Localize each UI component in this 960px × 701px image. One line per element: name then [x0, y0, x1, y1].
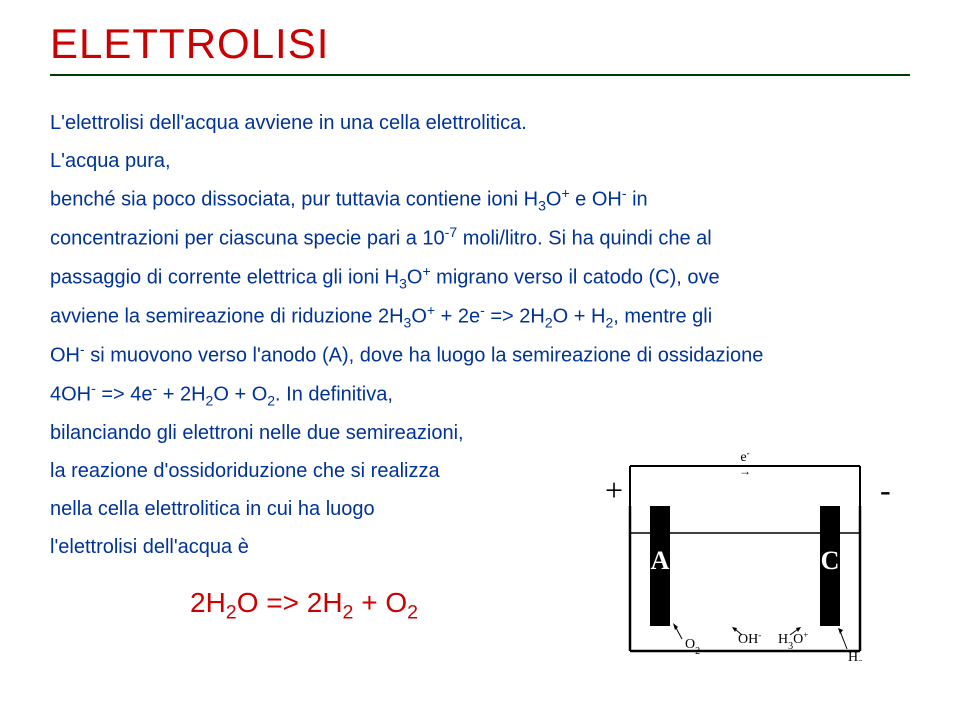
plus-terminal: +	[605, 472, 623, 508]
line-8: 4OH- => 4e- + 2H2O + O2. In definitiva,	[50, 375, 910, 414]
cathode-label: C	[821, 546, 840, 575]
o2-label: O2	[685, 637, 700, 657]
oh-label: OH-	[738, 630, 761, 647]
h2-label: H2	[848, 650, 863, 661]
line-7: OH- si muovono verso l'anodo (A), dove h…	[50, 336, 910, 375]
electrolysis-diagram: e- → + - A C O2 OH- H3O+ H2	[590, 451, 900, 661]
anode-label: A	[651, 546, 670, 575]
line-6: avviene la semireazione di riduzione 2H3…	[50, 297, 910, 336]
minus-terminal: -	[880, 472, 891, 508]
line-1: L'elettrolisi dell'acqua avviene in una …	[50, 104, 910, 142]
line-9: bilanciando gli elettroni nelle due semi…	[50, 414, 910, 452]
page-title: ELETTROLISI	[50, 20, 910, 68]
line-4: concentrazioni per ciascuna specie pari …	[50, 219, 910, 258]
line-2: L'acqua pura,	[50, 142, 910, 180]
svg-text:→: →	[739, 464, 751, 478]
svg-text:e-: e-	[740, 451, 749, 465]
line-5: passaggio di corrente elettrica gli ioni…	[50, 258, 910, 297]
title-underline	[50, 74, 910, 76]
line-3: benché sia poco dissociata, pur tuttavia…	[50, 180, 910, 219]
